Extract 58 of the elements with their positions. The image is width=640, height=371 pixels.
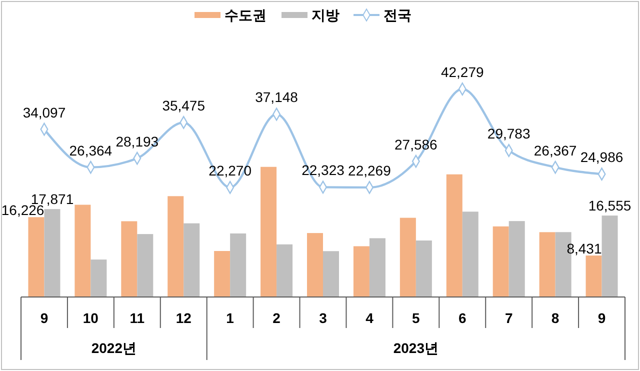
data-label: 22,269: [348, 162, 392, 178]
x-tick-label: 9: [598, 310, 606, 326]
bar: [369, 238, 386, 297]
data-label: 22,323: [302, 162, 345, 178]
data-label: 26,364: [69, 142, 112, 158]
bar: [90, 260, 107, 297]
x-tick-label: 5: [412, 310, 420, 326]
x-tick-label: 2: [272, 310, 281, 326]
data-label: 42,279: [440, 64, 484, 80]
bar: [121, 221, 138, 297]
text: 2022년: [91, 340, 136, 356]
x-tick-label: 3: [319, 310, 328, 326]
x-tick-label: 7: [504, 310, 513, 326]
bar: [184, 223, 200, 297]
data-label: 22,270: [208, 162, 252, 178]
x-tick-label: 1: [226, 310, 234, 326]
bar: [353, 246, 370, 297]
bar: [214, 251, 230, 297]
data-label: 27,586: [394, 136, 438, 152]
text: 2023년: [393, 340, 438, 356]
x-tick-label: 6: [458, 310, 466, 326]
bar: [276, 244, 293, 297]
data-label: 35,475: [162, 97, 206, 114]
data-label: 34,097: [22, 104, 66, 120]
data-label: 37,148: [255, 89, 298, 106]
x-tick-label: 12: [176, 310, 192, 326]
x-tick-label: 11: [130, 310, 145, 326]
bar: [539, 232, 556, 297]
x-tick-label: 9: [40, 310, 48, 326]
x-tick-label: 4: [366, 310, 374, 326]
bar: [230, 233, 246, 297]
bar: [28, 217, 44, 297]
x-tick-label: 10: [82, 310, 99, 326]
data-label: 16,555: [588, 198, 632, 214]
legend-label: 지방: [312, 7, 340, 23]
data-label: 26,367: [534, 142, 577, 158]
bar: [74, 204, 91, 297]
bar: [492, 226, 509, 297]
bar: [508, 221, 525, 297]
x-tick-label: 8: [551, 310, 560, 326]
bar: [137, 234, 154, 297]
bar: [44, 209, 60, 297]
data-label: 8,431: [566, 240, 602, 257]
data-label: 29,783: [487, 125, 530, 142]
bar: [416, 240, 432, 297]
bar: [586, 256, 602, 297]
legend-label: 전국: [384, 7, 412, 23]
bar: [446, 174, 462, 297]
legend-label: 수도권: [224, 7, 266, 23]
data-label: 28,193: [116, 133, 159, 150]
bar: [400, 218, 416, 297]
bar: [323, 251, 339, 297]
bar: [462, 212, 478, 297]
bar: [168, 196, 184, 297]
bar: [602, 216, 618, 297]
data-label: 24,986: [580, 149, 624, 166]
bar: [260, 166, 277, 297]
bar: [307, 233, 323, 297]
